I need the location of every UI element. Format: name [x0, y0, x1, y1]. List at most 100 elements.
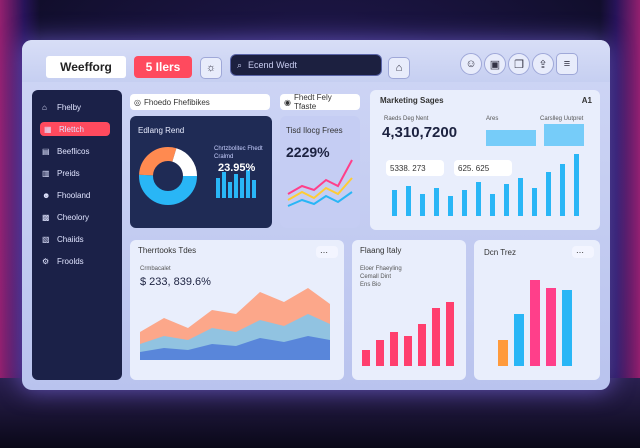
bar: [574, 154, 579, 216]
sidebar-item-calendar[interactable]: ▩ Cheolory: [42, 212, 90, 222]
column-panel: Dcn Trez ⋯: [474, 240, 600, 380]
bar: [504, 184, 509, 216]
col-options-button[interactable]: ⋯: [572, 246, 594, 258]
sidebar-item-reports[interactable]: ▥ Preids: [42, 168, 80, 178]
marketing-sub3: Carslleg Uutpret: [540, 116, 584, 122]
sun-icon[interactable]: ☼: [200, 57, 222, 79]
dashboard-window: Weefforg 5 Ilers ☼ ⌕ Ecend Wedt ⌂ ☺ ▣ ❐ …: [22, 40, 610, 390]
donut-panel: Edlang Rend Chrtzbolitec Fhedt Cralmd 23…: [130, 116, 272, 228]
area-title: Therrtooks Tdes: [138, 246, 197, 255]
donut-legend-a: Chrtzbolitec Fhedt: [214, 146, 263, 152]
bar: [560, 164, 565, 216]
sidebar-item-dashboard[interactable]: ▦ Rlettch: [40, 122, 110, 136]
mini-bar: [246, 170, 250, 198]
search-placeholder: Ecend Wedt: [248, 60, 297, 70]
bar: [432, 308, 440, 366]
bars-legend-2: Cemall Dint: [360, 274, 392, 280]
eye-icon: ◉: [284, 97, 291, 107]
settings-icon: ⚙: [42, 256, 50, 266]
marketing-sub2: Ares: [486, 116, 499, 122]
marketing-chip-2[interactable]: 625. 625: [454, 160, 512, 176]
bar: [406, 186, 411, 216]
mini-bar: [228, 182, 232, 198]
bell-icon[interactable]: ⌂: [388, 57, 410, 79]
chart-icon: ▥: [42, 168, 50, 178]
mini-bar: [252, 180, 256, 198]
stacked-bar-chart: [362, 302, 454, 366]
sidebar-item-files[interactable]: ▤ Beeflicos: [42, 146, 90, 156]
donut-value: 23.95%: [218, 162, 256, 174]
bar: [532, 188, 537, 216]
bar: [376, 340, 384, 366]
bar: [362, 350, 370, 366]
sidebar-item-settings[interactable]: ⚙ Froolds: [42, 256, 84, 266]
mini-bar: [234, 174, 238, 198]
mini-bar: [240, 178, 244, 198]
donut-slice-white: [139, 147, 197, 205]
notification-badge[interactable]: 5 Ilers: [134, 56, 192, 78]
trend-title: Tisd Ilocg Frees: [286, 126, 343, 135]
trend-line-blue: [287, 191, 353, 207]
search-input[interactable]: ⌕ Ecend Wedt: [230, 54, 382, 76]
bar: [546, 288, 556, 366]
bar: [530, 280, 540, 366]
bar: [418, 324, 426, 366]
bars-legend-1: Eloer Fhaeyling: [360, 266, 402, 272]
copy-icon[interactable]: ❐: [508, 53, 530, 75]
donut-slice-orange: [139, 147, 197, 205]
marketing-panel: Marketing Sages A1 Raeds Deg Nent Ares C…: [370, 90, 600, 230]
bar: [446, 302, 454, 366]
bar: [476, 182, 481, 216]
trend-panel: Tisd Ilocg Frees 2229%: [280, 116, 360, 228]
trend-line-red: [287, 159, 353, 195]
marketing-bar-chart: [392, 124, 584, 216]
area-options-button[interactable]: ⋯: [316, 246, 338, 258]
donut-title: Edlang Rend: [138, 126, 185, 135]
share-icon[interactable]: ⇪: [532, 53, 554, 75]
bar: [404, 336, 412, 366]
top-bar: Weefforg 5 Ilers ☼ ⌕ Ecend Wedt ⌂ ☺ ▣ ❐ …: [22, 40, 610, 82]
bar: [514, 314, 524, 366]
stacked-bar-panel: Flaang Italy Eloer Fhaeyling Cemall Dint…: [352, 240, 466, 380]
bar: [420, 194, 425, 216]
bars-legend-3: Ens Bio: [360, 282, 381, 288]
tab-trend[interactable]: ◉ Fhedt Fely Tfaste: [280, 93, 360, 111]
search-icon: ⌕: [237, 59, 243, 70]
bar: [518, 178, 523, 216]
area-chart: [140, 288, 330, 360]
doc-icon: ▧: [42, 234, 50, 244]
donut-chart: [139, 147, 256, 205]
sidebar-item-docs[interactable]: ▧ Chaiids: [42, 234, 84, 244]
marketing-chip-1[interactable]: 5338. 273: [386, 160, 444, 176]
bar: [448, 196, 453, 216]
mini-bar: [222, 172, 226, 198]
area-value: $ 233, 839.6%: [140, 276, 211, 288]
menu-icon[interactable]: ≡: [556, 53, 578, 75]
home-icon: ⌂: [42, 102, 47, 112]
mini-bar: [216, 178, 220, 198]
area-sub: Crmbacalet: [140, 266, 171, 272]
marketing-corner: A1: [581, 96, 592, 105]
gear-icon: ◎: [134, 97, 141, 107]
tab-overview[interactable]: ◎ Fhoedo Fhefibikes: [130, 94, 270, 110]
image-icon[interactable]: ▣: [484, 53, 506, 75]
folder-icon: ▤: [42, 146, 50, 156]
app-logo[interactable]: Weefforg: [46, 56, 126, 78]
bar: [392, 190, 397, 216]
donut-legend-b: Cralmd: [214, 154, 234, 160]
sidebar: ⌂ Fhelby ▦ Rlettch ▤ Beeflicos ▥ Preids ☻ Fho…: [32, 90, 122, 380]
sidebar-item-users[interactable]: ☻ Fhooland: [42, 190, 91, 200]
sidebar-item-home[interactable]: ⌂ Fhelby: [42, 102, 82, 112]
marketing-mini-bars: [486, 130, 536, 146]
bar: [434, 188, 439, 216]
bar: [546, 172, 551, 216]
area-series-navy: [140, 336, 330, 360]
trend-value: 2229%: [286, 144, 330, 160]
dashboard-icon: ▦: [44, 124, 52, 134]
users-icon: ☻: [42, 190, 51, 200]
marketing-title: Marketing Sages: [380, 96, 444, 105]
user-icon[interactable]: ☺: [460, 53, 482, 75]
calendar-icon: ▩: [42, 212, 50, 222]
bar: [390, 332, 398, 366]
col-title: Dcn Trez: [484, 248, 517, 257]
